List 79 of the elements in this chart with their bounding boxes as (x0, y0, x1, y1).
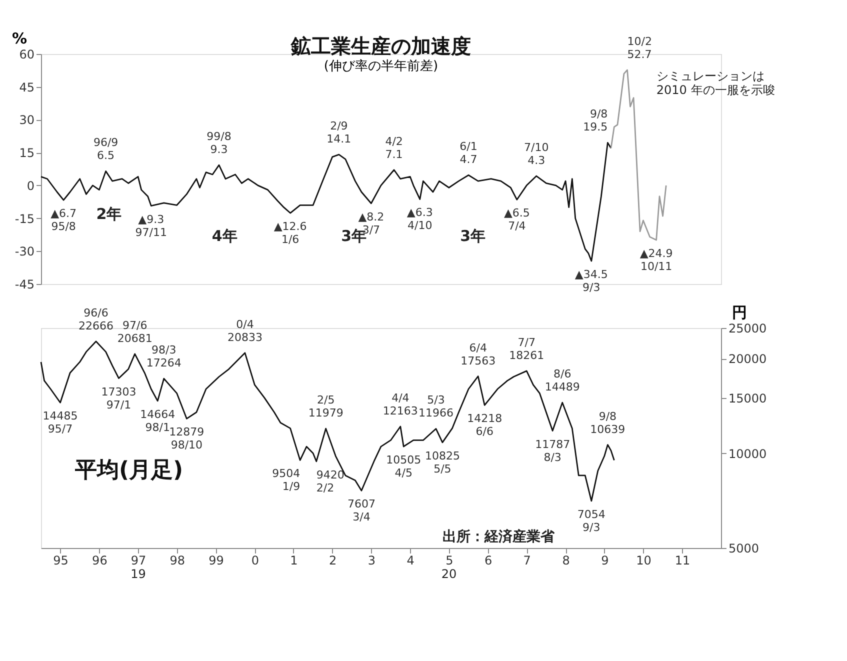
annotation: 6/1 4.7 (460, 140, 478, 166)
annotation: 10825 5/5 (424, 449, 460, 476)
annotation: 12879 98/10 (169, 426, 204, 452)
x-tick-label: 97 (130, 554, 146, 568)
text: 20 (441, 567, 457, 581)
x-tick-label: 2 (329, 554, 337, 568)
y-tick-label: 0 (26, 178, 34, 193)
annotation: ▲6.3 4/10 (406, 206, 433, 232)
y-axis-title: 円 (732, 304, 747, 322)
x-tick-label: 4 (406, 554, 414, 568)
x-tick-label: 5 (446, 554, 454, 568)
annotation: 9/8 10639 (590, 410, 626, 436)
y-tick-label: 10000 (728, 446, 767, 461)
annotation: 14218 6/6 (467, 412, 502, 438)
y-tick-label: -15 (14, 212, 34, 226)
annotation: ▲34.5 9/3 (574, 268, 608, 294)
annotation: ▲24.9 10/11 (640, 246, 673, 273)
annotation: 9504 1/9 (272, 467, 300, 494)
x-tick-label: 99 (208, 554, 224, 568)
x-tick-label: 10 (636, 554, 652, 568)
annotation: 4/4 12163 (382, 391, 418, 418)
x-tick-label: 3 (368, 554, 376, 568)
text: 平均(月足) (74, 458, 184, 483)
annotation: 9420 2/2 (316, 468, 344, 494)
y-tick-label: 20000 (728, 352, 767, 366)
y-tick-label: 60 (19, 48, 34, 62)
annotation: 97/6 20681 (117, 318, 152, 345)
chart-title: 鉱工業生産の加速度 (290, 34, 471, 58)
annotation: 8/6 14489 (544, 368, 580, 394)
y-axis-title: % (12, 30, 28, 48)
y-tick-label: 45 (19, 80, 34, 94)
annotation: 10505 4/5 (386, 454, 422, 480)
annotation: 0/4 20833 (227, 318, 262, 344)
x-tick-label: 95 (53, 554, 68, 568)
annotation: ▲12.6 1/6 (274, 220, 307, 246)
annotation: 7607 3/4 (347, 498, 376, 524)
annotation: 2/9 14.1 (326, 120, 352, 146)
x-tick-label: 0 (251, 554, 259, 568)
annotation: 4/2 7.1 (385, 134, 403, 161)
x-tick-label: 11 (674, 554, 690, 568)
annotation: 7/10 4.3 (524, 141, 549, 168)
annotation: 11787 8/3 (535, 438, 570, 464)
annotation: 14485 95/7 (42, 410, 78, 436)
y-tick-label: 5000 (728, 542, 760, 556)
annotation: 出所：経済産業省 (442, 528, 556, 545)
y-tick-label: 15 (19, 146, 34, 160)
annotation: 17303 97/1 (101, 385, 136, 412)
x-tick-label: 7 (523, 554, 531, 568)
annotation: ▲6.5 7/4 (504, 206, 530, 233)
y-tick-label: -30 (14, 244, 34, 259)
y-tick-label: 25000 (728, 322, 767, 336)
text: 19 (130, 567, 146, 581)
annotation: 2/5 11979 (308, 394, 344, 420)
y-tick-label: 30 (19, 113, 34, 128)
annotation: 6/4 17563 (460, 341, 496, 368)
annotation: 10/2 52.7 (627, 34, 652, 61)
x-tick-label: 98 (170, 554, 186, 568)
annotation: 3年 (460, 227, 486, 245)
x-tick-label: 8 (562, 554, 570, 568)
x-tick-label: 9 (601, 554, 609, 568)
x-tick-label: 6 (484, 554, 492, 568)
annotation: 7054 9/3 (577, 508, 606, 534)
annotation: シミュレーションは 2010 年の一服を示唆 (656, 69, 775, 97)
annotation: 98/3 17264 (146, 344, 182, 370)
annotation: 5/3 11966 (418, 394, 454, 420)
annotation: 2年 (96, 205, 122, 223)
annotation: 99/8 9.3 (206, 130, 232, 156)
annotation: ▲9.3 97/11 (135, 212, 167, 239)
annotation: 7/7 18261 (509, 336, 544, 362)
y-tick-label: 15000 (728, 391, 767, 406)
x-tick-label: 96 (92, 554, 108, 568)
chart-subtitle: (伸び率の半年前差) (324, 58, 438, 74)
annotation: ▲6.7 95/8 (50, 207, 77, 234)
annotation: 4年 (212, 227, 238, 245)
annotation: 9/8 19.5 (583, 108, 608, 134)
annotation: 96/6 22666 (78, 306, 114, 332)
y-tick-label: -45 (14, 278, 34, 292)
annotation: 96/9 6.5 (93, 136, 118, 162)
x-tick-label: 1 (290, 554, 298, 568)
